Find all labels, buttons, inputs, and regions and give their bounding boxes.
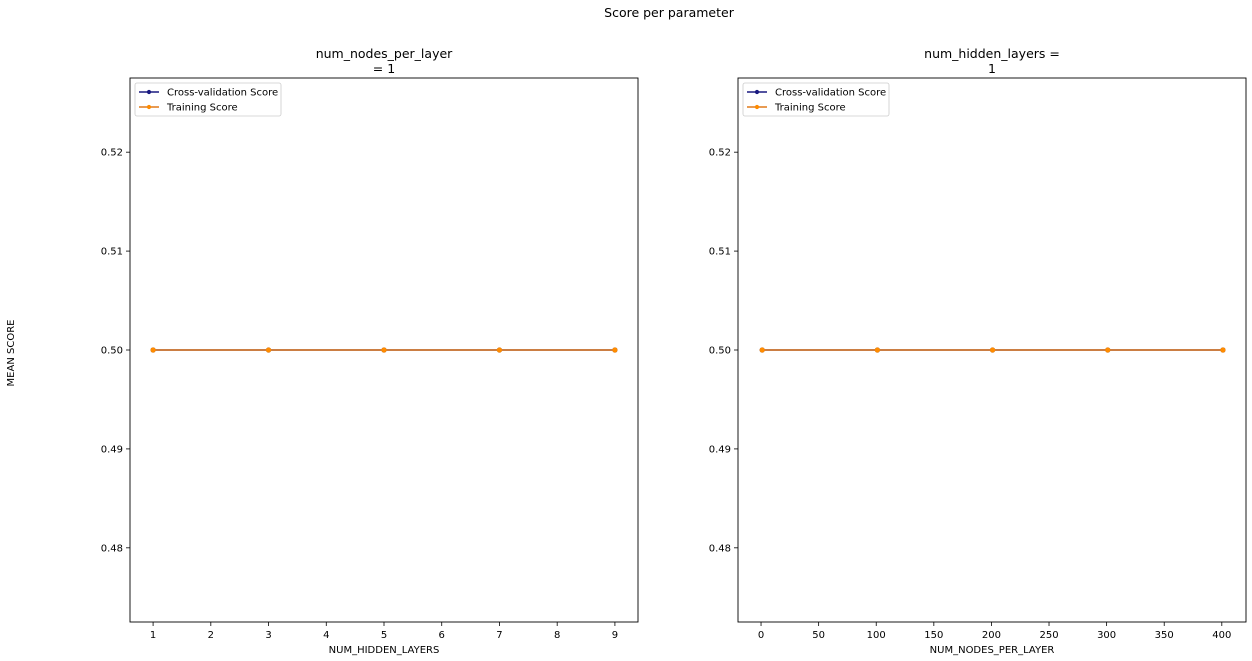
legend-marker: [754, 104, 760, 110]
training-score-point: [496, 347, 503, 353]
x-tick-label: 100: [867, 630, 886, 641]
training-score-point: [1105, 347, 1111, 353]
subplot-title-line: num_hidden_layers =: [924, 46, 1060, 61]
training-score-point: [150, 347, 156, 353]
legend-box: [742, 82, 890, 117]
y-tick-label: 0.48: [709, 543, 731, 554]
legend-label: Cross-validation Score: [775, 88, 886, 99]
x-tick-label: 7: [496, 630, 502, 641]
training-score-point: [612, 347, 618, 353]
legend-label: Training Score: [166, 103, 238, 114]
x-tick-label: 200: [982, 630, 1001, 641]
y-tick-label: 0.48: [101, 543, 123, 554]
legend-box: [134, 82, 282, 117]
y-tick-label: 0.51: [101, 247, 123, 258]
y-tick-label: 0.50: [101, 346, 123, 357]
training-score-point: [265, 347, 272, 353]
subplots: num_nodes_per_layer= 1 1 2 3 4 5 6 7 8 9 0.48 0.49 0…: [101, 46, 1247, 656]
x-tick-label: 6: [439, 630, 445, 641]
training-score-point: [759, 347, 765, 353]
y-axis-label: MEAN SCORE: [6, 320, 17, 387]
subplot-title-line: = 1: [373, 61, 395, 76]
figure-title: Score per parameter: [604, 5, 735, 20]
y-tick-label: 0.49: [709, 444, 731, 455]
x-tick-label: 250: [1039, 630, 1058, 641]
y-tick-label: 0.52: [101, 148, 123, 159]
x-tick-label: 350: [1155, 630, 1174, 641]
training-score-point: [1220, 347, 1226, 353]
x-tick-label: 4: [323, 630, 329, 641]
x-tick-label: 150: [924, 630, 943, 641]
subplot-title-line: 1: [988, 61, 996, 76]
subplot-title-line: num_nodes_per_layer: [316, 46, 453, 61]
legend-marker: [754, 89, 760, 95]
y-tick-label: 0.50: [709, 346, 731, 357]
legend-marker: [146, 89, 152, 95]
y-tick-label: 0.49: [101, 444, 123, 455]
x-tick-label: 5: [381, 630, 387, 641]
training-score-point: [989, 347, 996, 353]
y-tick-label: 0.51: [709, 247, 731, 258]
x-tick-label: 9: [612, 630, 618, 641]
subplot-1: num_nodes_per_layer= 1 1 2 3 4 5 6 7 8 9 0.48 0.49 0…: [101, 46, 639, 656]
x-tick-label: 8: [554, 630, 560, 641]
x-tick-label: 400: [1212, 630, 1231, 641]
legend-label: Training Score: [774, 103, 846, 114]
x-axis-label: NUM_NODES_PER_LAYER: [930, 645, 1055, 656]
training-score-point: [874, 347, 880, 353]
y-tick-label: 0.52: [709, 148, 731, 159]
x-tick-label: 50: [812, 630, 825, 641]
subplot-2: num_hidden_layers =1 0 50 100 150 200 250 300 35…: [709, 46, 1247, 656]
legend-label: Cross-validation Score: [167, 88, 278, 99]
x-axis-label: NUM_HIDDEN_LAYERS: [329, 645, 440, 656]
x-tick-label: 2: [208, 630, 214, 641]
x-tick-label: 300: [1097, 630, 1116, 641]
x-tick-label: 0: [758, 630, 764, 641]
x-tick-label: 3: [265, 630, 271, 641]
legend-marker: [146, 104, 152, 110]
training-score-point: [381, 347, 387, 353]
x-tick-label: 1: [150, 630, 156, 641]
